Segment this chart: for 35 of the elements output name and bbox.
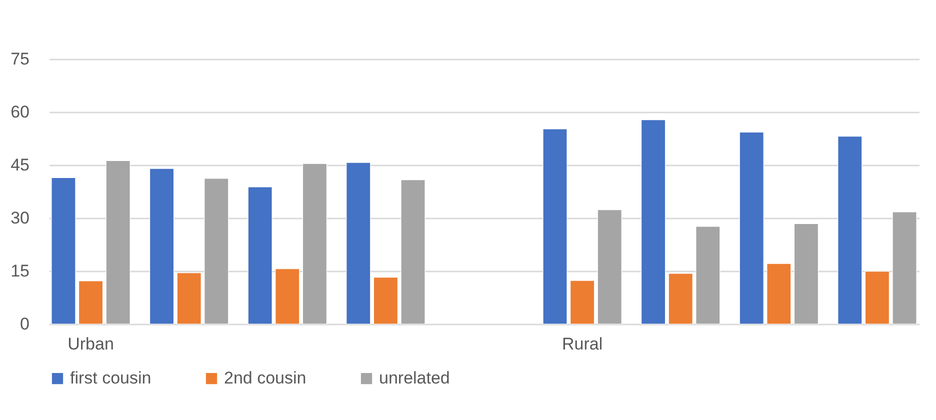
bar	[542, 128, 568, 324]
bar	[641, 119, 666, 324]
y-tick-label: 75	[10, 50, 30, 68]
bar	[176, 272, 202, 324]
legend-label: 2nd cousin	[224, 368, 306, 388]
bar	[696, 226, 720, 324]
y-tick-label: 60	[10, 102, 30, 122]
bar	[864, 271, 890, 324]
bar	[51, 177, 76, 324]
y-tick-label: 0	[20, 314, 30, 334]
bar	[149, 168, 174, 324]
bar	[346, 162, 371, 324]
legend-label: first cousin	[70, 368, 152, 388]
y-tick-label: 45	[10, 156, 30, 174]
bar	[838, 136, 862, 324]
bar	[275, 268, 300, 324]
x-tick-label: Urban	[68, 334, 114, 354]
bar	[766, 263, 792, 324]
bar	[739, 132, 764, 324]
bar	[597, 210, 622, 324]
bar	[106, 160, 130, 324]
y-tick-label: 30	[10, 208, 30, 228]
bar	[373, 277, 398, 324]
bar	[892, 212, 917, 324]
bar	[400, 180, 426, 324]
x-tick-label: Rural	[562, 334, 603, 354]
bar	[248, 186, 272, 324]
bar	[204, 178, 229, 324]
bar	[78, 280, 104, 324]
y-tick-label: 15	[10, 262, 30, 280]
legend-label: unrelated	[379, 368, 450, 388]
bar	[570, 280, 595, 324]
bar	[794, 223, 819, 324]
bar	[302, 163, 327, 324]
bar	[668, 273, 693, 324]
